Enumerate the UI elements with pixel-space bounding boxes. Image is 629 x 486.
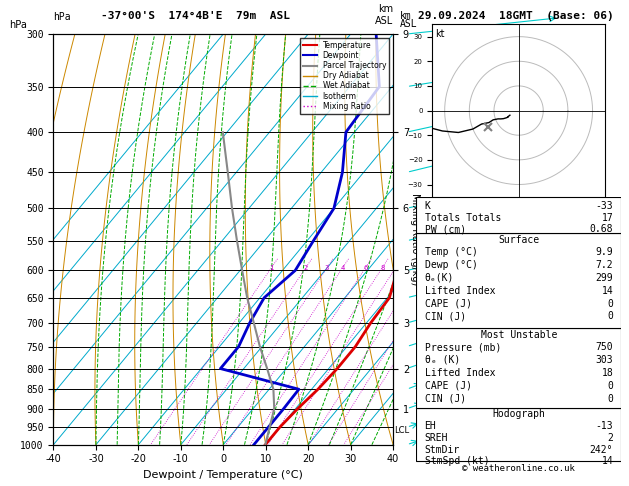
Text: km
ASL: km ASL [375,4,393,26]
Y-axis label: Mixing Ratio (g/kg): Mixing Ratio (g/kg) [410,193,420,285]
Text: 18: 18 [601,368,613,378]
Text: 0: 0 [608,312,613,321]
Text: 8: 8 [380,264,384,271]
Text: PW (cm): PW (cm) [425,225,465,235]
Text: Hodograph: Hodograph [493,409,545,419]
Text: K: K [425,201,430,211]
Text: Lifted Index: Lifted Index [425,368,495,378]
Text: Totals Totals: Totals Totals [425,213,501,223]
Text: 14: 14 [601,286,613,295]
Bar [416,328,621,408]
Text: SREH: SREH [425,433,448,443]
Text: 6: 6 [364,264,368,271]
Text: CAPE (J): CAPE (J) [425,381,472,391]
Text: ASL: ASL [399,19,417,30]
Text: StmDir: StmDir [425,445,460,455]
Text: 1: 1 [269,264,274,271]
Text: 0: 0 [608,381,613,391]
Bar [416,408,621,461]
Text: Surface: Surface [498,235,540,244]
Text: 14: 14 [601,456,613,467]
Text: 0.68: 0.68 [590,225,613,235]
Text: 242°: 242° [590,445,613,455]
Text: EH: EH [425,421,437,431]
Text: LCL: LCL [394,426,409,435]
Text: Lifted Index: Lifted Index [425,286,495,295]
Bar [416,233,621,328]
Text: -37°00'S  174°4B'E  79m  ASL: -37°00'S 174°4B'E 79m ASL [101,11,289,21]
Text: kt: kt [435,29,444,39]
Text: 2: 2 [608,433,613,443]
Legend: Temperature, Dewpoint, Parcel Trajectory, Dry Adiabat, Wet Adiabat, Isotherm, Mi: Temperature, Dewpoint, Parcel Trajectory… [300,38,389,114]
Text: hPa: hPa [53,12,71,22]
Text: 3: 3 [325,264,330,271]
Text: StmSpd (kt): StmSpd (kt) [425,456,489,467]
Text: 750: 750 [596,342,613,352]
Text: Most Unstable: Most Unstable [481,330,557,340]
Text: 9.9: 9.9 [596,247,613,257]
Text: CIN (J): CIN (J) [425,394,465,403]
Text: hPa: hPa [9,20,27,30]
X-axis label: Dewpoint / Temperature (°C): Dewpoint / Temperature (°C) [143,470,303,480]
Text: θₑ(K): θₑ(K) [425,273,454,283]
Text: -13: -13 [596,421,613,431]
Text: 0: 0 [608,394,613,403]
Text: Pressure (mb): Pressure (mb) [425,342,501,352]
Text: 4: 4 [340,264,345,271]
Text: Dewp (°C): Dewp (°C) [425,260,477,270]
Text: 29.09.2024  18GMT  (Base: 06): 29.09.2024 18GMT (Base: 06) [418,11,614,21]
Text: -33: -33 [596,201,613,211]
Text: km: km [399,11,411,21]
Text: CIN (J): CIN (J) [425,312,465,321]
Text: θₑ (K): θₑ (K) [425,355,460,365]
Text: 299: 299 [596,273,613,283]
Text: 17: 17 [601,213,613,223]
Text: 0: 0 [608,298,613,309]
Text: Temp (°C): Temp (°C) [425,247,477,257]
Text: 303: 303 [596,355,613,365]
Text: 2: 2 [304,264,308,271]
Text: CAPE (J): CAPE (J) [425,298,472,309]
Text: 7.2: 7.2 [596,260,613,270]
Bar [416,197,621,233]
Text: © weatheronline.co.uk: © weatheronline.co.uk [462,465,576,473]
